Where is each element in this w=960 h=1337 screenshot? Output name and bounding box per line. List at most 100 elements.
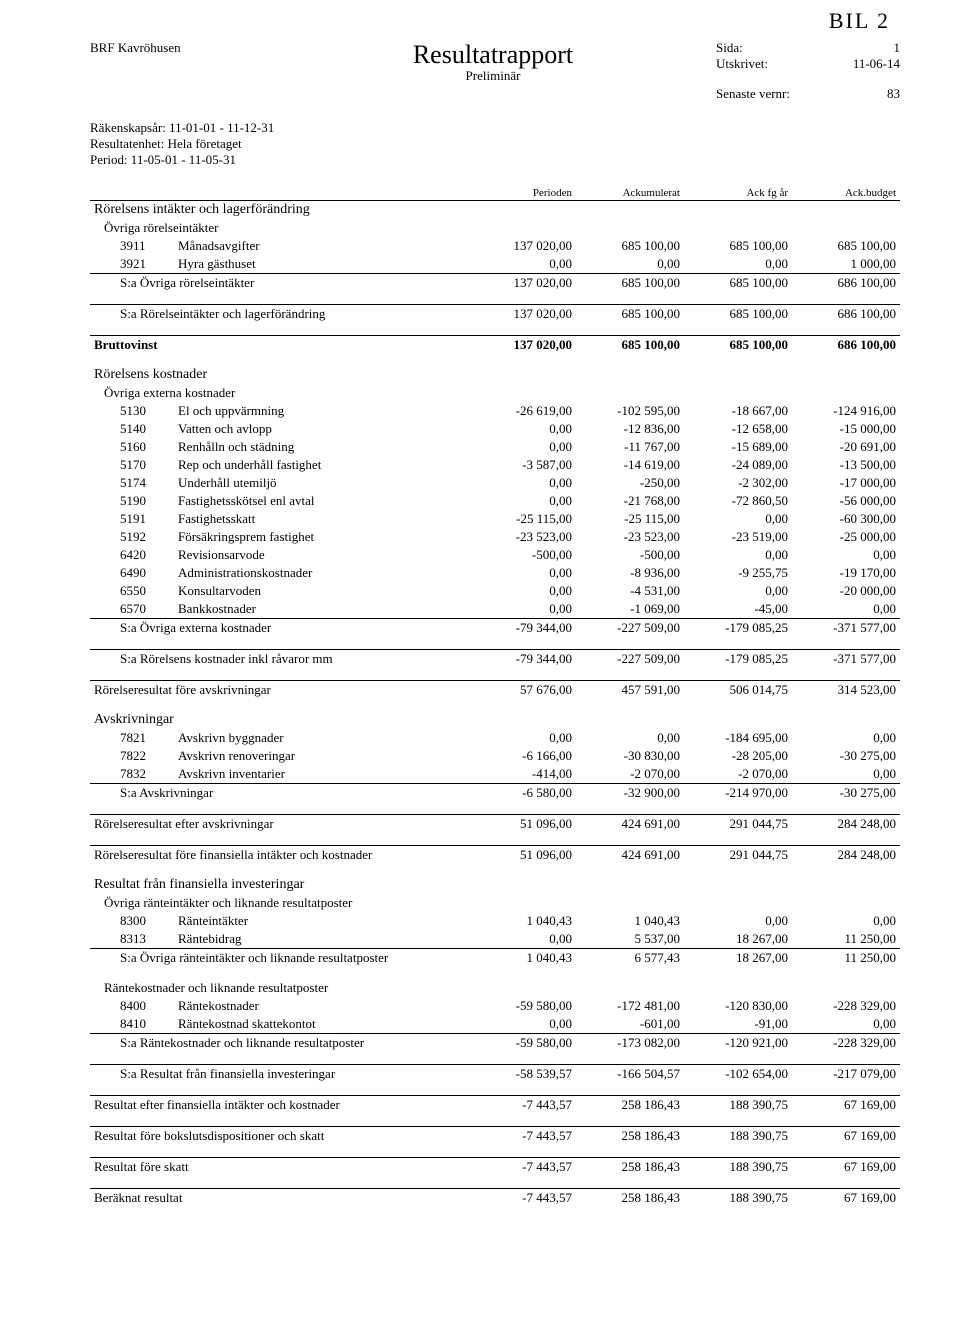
account-row: 5170Rep och underhåll fastighet-3 587,00…	[90, 456, 900, 474]
resultatenhet: Resultatenhet: Hela företaget	[90, 136, 900, 152]
value-cell: -2 302,00	[684, 474, 792, 492]
value-cell: -12 658,00	[684, 420, 792, 438]
sum-text: S:a Övriga ränteintäkter och liknande re…	[90, 949, 468, 968]
account-text: Månadsavgifter	[174, 237, 468, 255]
sum-row: Beräknat resultat-7 443,57258 186,43188 …	[90, 1189, 900, 1208]
value-cell: 0,00	[792, 729, 900, 747]
value-cell: 258 186,43	[576, 1127, 684, 1146]
account-row: 6550Konsultarvoden0,00-4 531,000,00-20 0…	[90, 582, 900, 600]
value-cell: 685 100,00	[576, 305, 684, 324]
value-cell: 685 100,00	[684, 237, 792, 255]
value-cell: -20 691,00	[792, 438, 900, 456]
account-row: 7822Avskrivn renoveringar-6 166,00-30 83…	[90, 747, 900, 765]
value-cell: -4 531,00	[576, 582, 684, 600]
senaste-value: 83	[840, 86, 900, 102]
account-code: 7821	[90, 729, 174, 747]
account-row: 8410Räntekostnad skattekontot0,00-601,00…	[90, 1015, 900, 1034]
value-cell: -7 443,57	[468, 1189, 576, 1208]
account-code: 6420	[90, 546, 174, 564]
sum-row: S:a Övriga rörelseintäkter137 020,00685 …	[90, 274, 900, 293]
value-cell: -102 595,00	[576, 402, 684, 420]
account-text: Bankkostnader	[174, 600, 468, 619]
account-row: 6570Bankkostnader0,00-1 069,00-45,000,00	[90, 600, 900, 619]
value-cell: -21 768,00	[576, 492, 684, 510]
value-cell: 0,00	[576, 729, 684, 747]
sida-label: Sida:	[716, 40, 816, 56]
account-code: 5170	[90, 456, 174, 474]
value-cell: 0,00	[468, 420, 576, 438]
sum-row: S:a Övriga ränteintäkter och liknande re…	[90, 949, 900, 968]
account-code: 8300	[90, 912, 174, 930]
sub-heading: Övriga externa kostnader	[90, 384, 468, 402]
account-row: 7832Avskrivn inventarier-414,00-2 070,00…	[90, 765, 900, 784]
value-cell: 506 014,75	[684, 681, 792, 700]
account-text: Räntekostnader	[174, 997, 468, 1015]
value-cell: 0,00	[792, 765, 900, 784]
sum-row: S:a Rörelsens kostnader inkl råvaror mm-…	[90, 650, 900, 669]
value-cell: -2 070,00	[684, 765, 792, 784]
value-cell: 1 040,43	[576, 912, 684, 930]
value-cell: -13 500,00	[792, 456, 900, 474]
value-cell: 18 267,00	[684, 930, 792, 949]
value-cell: -414,00	[468, 765, 576, 784]
value-cell: -3 587,00	[468, 456, 576, 474]
sub-heading: Övriga rörelseintäkter	[90, 219, 468, 237]
col-perioden: Perioden	[468, 186, 576, 201]
account-code: 8400	[90, 997, 174, 1015]
account-row: 7821Avskrivn byggnader0,000,00-184 695,0…	[90, 729, 900, 747]
value-cell: 11 250,00	[792, 949, 900, 968]
value-cell: 424 691,00	[576, 846, 684, 865]
value-cell: 1 040,43	[468, 949, 576, 968]
value-cell: -250,00	[576, 474, 684, 492]
value-cell: 0,00	[684, 255, 792, 274]
account-row: 6420Revisionsarvode-500,00-500,000,000,0…	[90, 546, 900, 564]
value-cell: -166 504,57	[576, 1065, 684, 1084]
value-cell: -1 069,00	[576, 600, 684, 619]
value-cell: -23 519,00	[684, 528, 792, 546]
sub-heading: Övriga ränteintäkter och liknande result…	[90, 894, 468, 912]
value-cell: 314 523,00	[792, 681, 900, 700]
account-code: 8313	[90, 930, 174, 949]
value-cell: -173 082,00	[576, 1034, 684, 1053]
value-cell: -7 443,57	[468, 1158, 576, 1177]
account-text: Räntekostnad skattekontot	[174, 1015, 468, 1034]
meta-left: Räkenskapsår: 11-01-01 - 11-12-31 Result…	[90, 120, 900, 168]
value-cell: -7 443,57	[468, 1096, 576, 1115]
sum-text: Rörelseresultat före avskrivningar	[90, 681, 468, 700]
value-cell: 0,00	[468, 564, 576, 582]
value-cell: -8 936,00	[576, 564, 684, 582]
value-cell: -91,00	[684, 1015, 792, 1034]
account-row: 8313Räntebidrag0,005 537,0018 267,0011 2…	[90, 930, 900, 949]
value-cell: -227 509,00	[576, 650, 684, 669]
value-cell: -7 443,57	[468, 1127, 576, 1146]
account-code: 5160	[90, 438, 174, 456]
account-code: 5174	[90, 474, 174, 492]
value-cell: -228 329,00	[792, 1034, 900, 1053]
value-cell: 685 100,00	[684, 274, 792, 293]
value-cell: -59 580,00	[468, 1034, 576, 1053]
sum-row: Resultat före bokslutsdispositioner och …	[90, 1127, 900, 1146]
account-row: 5192Försäkringsprem fastighet-23 523,00-…	[90, 528, 900, 546]
value-cell: 686 100,00	[792, 305, 900, 324]
value-cell: 188 390,75	[684, 1127, 792, 1146]
value-cell: -24 089,00	[684, 456, 792, 474]
account-text: Avskrivn renoveringar	[174, 747, 468, 765]
sum-row: Rörelseresultat före finansiella intäkte…	[90, 846, 900, 865]
value-cell: 0,00	[468, 492, 576, 510]
value-cell: -45,00	[684, 600, 792, 619]
value-cell: -179 085,25	[684, 650, 792, 669]
value-cell: 67 169,00	[792, 1096, 900, 1115]
account-code: 5130	[90, 402, 174, 420]
account-text: Avskrivn inventarier	[174, 765, 468, 784]
value-cell: 1 000,00	[792, 255, 900, 274]
value-cell: 137 020,00	[468, 305, 576, 324]
sum-row: S:a Räntekostnader och liknande resultat…	[90, 1034, 900, 1053]
value-cell: -23 523,00	[576, 528, 684, 546]
value-cell: 457 591,00	[576, 681, 684, 700]
value-cell: -32 900,00	[576, 784, 684, 803]
account-text: Konsultarvoden	[174, 582, 468, 600]
account-text: Försäkringsprem fastighet	[174, 528, 468, 546]
senaste-label: Senaste vernr:	[716, 86, 816, 102]
value-cell: 685 100,00	[576, 237, 684, 255]
value-cell: -17 000,00	[792, 474, 900, 492]
